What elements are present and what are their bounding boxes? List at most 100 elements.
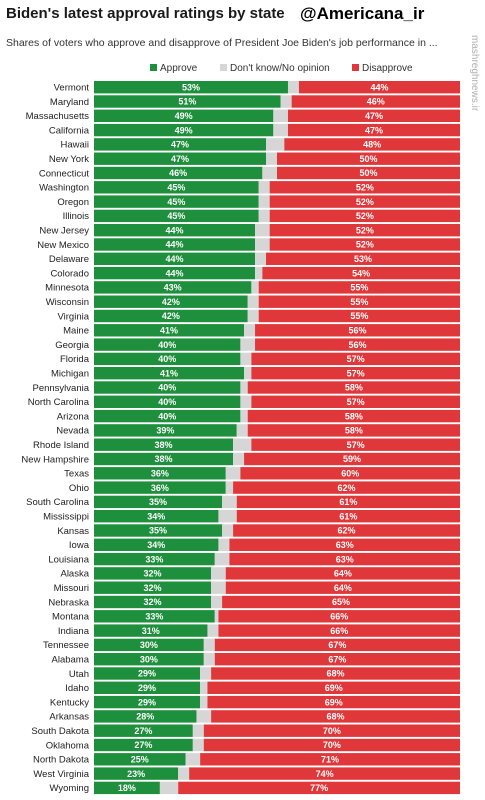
bar-neutral-montana	[214, 610, 219, 623]
bar-approve-nebraska	[94, 595, 212, 609]
state-label-kentucky: Kentucky	[50, 697, 89, 708]
bar-approve-massachusetts	[94, 109, 274, 122]
bar-approve-arizona	[94, 409, 241, 423]
state-label-arkansas: Arkansas	[49, 712, 89, 723]
state-label-idaho: Idaho	[65, 683, 89, 694]
bar-disapprove-texas	[240, 467, 460, 480]
bar-approve-new-mexico	[94, 238, 256, 251]
value-label-disapprove-wyoming: 77%	[310, 783, 328, 793]
bar-approve-kentucky	[94, 695, 201, 709]
state-label-oklahoma: Oklahoma	[46, 740, 90, 751]
bar-neutral-kansas	[222, 524, 234, 537]
value-label-disapprove-tennessee: 67%	[328, 640, 346, 650]
bar-approve-indiana	[94, 624, 208, 637]
value-label-approve-washington: 45%	[167, 183, 185, 193]
state-label-wisconsin: Wisconsin	[46, 297, 89, 308]
state-label-connecticut: Connecticut	[39, 168, 90, 179]
value-label-disapprove-minnesota: 55%	[350, 283, 368, 293]
state-label-west-virginia: West Virginia	[33, 769, 89, 780]
state-label-louisiana: Louisiana	[48, 554, 89, 565]
value-label-disapprove-hawaii: 48%	[363, 140, 381, 150]
bar-approve-missouri	[94, 581, 212, 594]
bar-approve-iowa	[94, 538, 219, 551]
value-label-approve-south-dakota: 27%	[134, 726, 152, 736]
state-label-kansas: Kansas	[57, 526, 89, 537]
bar-disapprove-kentucky	[207, 695, 460, 709]
chart-subtitle: Shares of voters who approve and disappr…	[6, 37, 438, 49]
bar-disapprove-alaska	[225, 567, 460, 580]
value-label-approve-georgia: 40%	[158, 340, 176, 350]
value-label-disapprove-illinois: 52%	[356, 211, 374, 221]
bar-disapprove-west-virginia	[189, 767, 460, 780]
state-label-rhode-island: Rhode Island	[33, 440, 89, 451]
bar-approve-new-hampshire	[94, 452, 234, 466]
bar-disapprove-virginia	[258, 309, 460, 323]
value-label-approve-connecticut: 46%	[169, 168, 187, 178]
value-label-disapprove-wisconsin: 55%	[350, 297, 368, 307]
state-label-hawaii: Hawaii	[60, 140, 89, 151]
value-label-approve-massachusetts: 49%	[175, 111, 193, 121]
value-label-disapprove-utah: 68%	[327, 669, 345, 679]
bar-neutral-alabama	[203, 653, 215, 666]
bar-approve-oklahoma	[94, 738, 193, 752]
state-label-texas: Texas	[64, 469, 89, 480]
bar-disapprove-arkansas	[211, 710, 460, 723]
bar-approve-arkansas	[94, 710, 197, 723]
bar-approve-colorado	[94, 266, 256, 280]
bar-disapprove-new-york	[277, 152, 460, 165]
bar-neutral-maine	[244, 324, 256, 337]
bar-approve-tennessee	[94, 638, 204, 652]
bar-neutral-new-mexico	[255, 238, 270, 251]
bar-disapprove-kansas	[233, 524, 460, 537]
value-label-approve-pennsylvania: 40%	[158, 383, 176, 393]
bar-disapprove-oregon	[269, 195, 460, 208]
value-label-approve-minnesota: 43%	[164, 283, 182, 293]
bar-neutral-michigan	[244, 367, 252, 380]
bar-approve-texas	[94, 467, 226, 480]
value-label-disapprove-indiana: 66%	[330, 626, 348, 636]
value-label-disapprove-colorado: 54%	[352, 268, 370, 278]
bar-approve-hawaii	[94, 138, 267, 151]
state-label-tennessee: Tennessee	[43, 640, 89, 651]
bar-neutral-california	[273, 123, 288, 137]
bar-neutral-pennsylvania	[240, 381, 248, 394]
bar-disapprove-missouri	[225, 581, 460, 594]
bar-disapprove-nebraska	[222, 595, 460, 609]
state-label-nebraska: Nebraska	[48, 597, 89, 608]
value-label-approve-illinois: 45%	[167, 211, 185, 221]
state-label-ohio: Ohio	[69, 483, 89, 494]
legend-swatch-neutral	[220, 64, 227, 71]
state-label-mississippi: Mississippi	[43, 512, 89, 523]
bar-neutral-south-carolina	[222, 495, 237, 509]
bar-neutral-oregon	[258, 195, 270, 208]
watermark: mashreghnews.ir	[469, 35, 480, 112]
bar-disapprove-ohio	[233, 481, 460, 494]
bar-approve-washington	[94, 181, 259, 194]
chart-title: Biden's latest approval ratings by state	[6, 5, 285, 22]
state-label-illinois: Illinois	[63, 211, 90, 222]
state-label-wyoming: Wyoming	[49, 783, 89, 794]
bar-neutral-colorado	[255, 266, 263, 280]
bar-disapprove-utah	[211, 667, 460, 680]
state-label-washington: Washington	[39, 183, 89, 194]
value-label-disapprove-maine: 56%	[349, 326, 367, 336]
bar-neutral-texas	[225, 467, 241, 480]
value-label-disapprove-west-virginia: 74%	[316, 769, 334, 779]
bar-disapprove-south-dakota	[203, 724, 461, 737]
bar-neutral-florida	[240, 352, 252, 366]
value-label-approve-iowa: 34%	[147, 540, 165, 550]
bar-approve-georgia	[94, 338, 241, 351]
value-label-disapprove-kentucky: 69%	[325, 697, 343, 707]
state-label-minnesota: Minnesota	[45, 283, 90, 294]
value-label-approve-tennessee: 30%	[140, 640, 158, 650]
value-label-disapprove-new-york: 50%	[359, 154, 377, 164]
value-label-disapprove-pennsylvania: 58%	[345, 383, 363, 393]
state-label-oregon: Oregon	[57, 197, 89, 208]
bar-neutral-georgia	[240, 338, 256, 351]
value-label-disapprove-south-carolina: 61%	[339, 497, 357, 507]
state-label-new-mexico: New Mexico	[37, 240, 89, 251]
bar-approve-new-jersey	[94, 224, 256, 237]
bar-disapprove-hawaii	[284, 138, 460, 151]
value-label-disapprove-california: 47%	[365, 125, 383, 135]
bar-approve-north-dakota	[94, 753, 186, 766]
